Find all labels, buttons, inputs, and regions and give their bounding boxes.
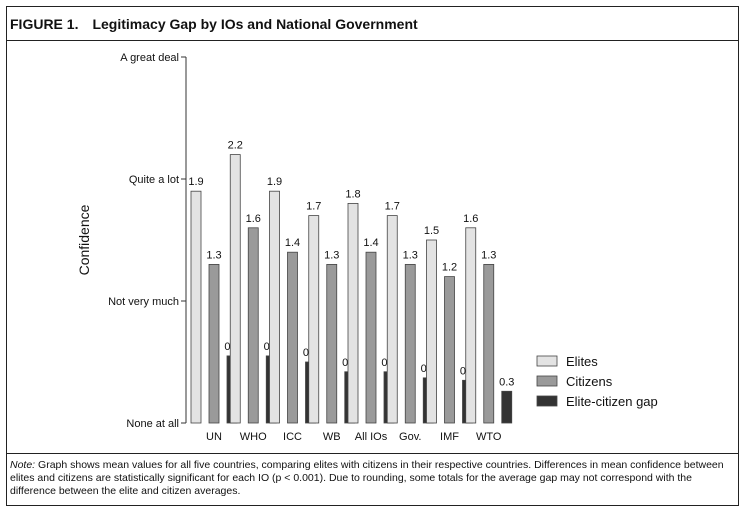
bar-citizens-wto xyxy=(483,263,495,424)
data-label: 1.3 xyxy=(206,249,221,261)
x-tick-label: WHO xyxy=(240,431,267,443)
legend-label: Elite-citizen gap xyxy=(566,394,658,409)
data-label: 1.8 xyxy=(345,188,360,200)
figure-title-text: Legitimacy Gap by IOs and National Gover… xyxy=(92,16,418,32)
y-tick-label: A great deal xyxy=(120,52,179,64)
data-label: 1.9 xyxy=(267,176,282,188)
y-tick-label: Quite a lot xyxy=(129,174,179,186)
figure-note: Note: Graph shows mean values for all fi… xyxy=(10,459,732,498)
chart-legend: Elites Citizens Elite-citizen gap xyxy=(536,354,658,409)
data-label: 1.5 xyxy=(424,225,439,237)
y-tick-label: Not very much xyxy=(108,296,179,308)
data-label: 1.7 xyxy=(306,201,321,213)
chart-bars: 1.91.30.6UN2.21.60.5WHO1.91.40.5ICC1.71.… xyxy=(188,140,514,443)
chart-axes: A great deal Quite a lot Not very much None… xyxy=(76,52,187,430)
x-tick-label: UN xyxy=(206,431,222,443)
bar-elites-wb xyxy=(308,215,320,424)
legend-label: Elites xyxy=(566,354,598,369)
note-lead: Note: xyxy=(10,459,36,471)
bar-citizens-who xyxy=(247,227,259,424)
data-label: 1.2 xyxy=(442,262,457,274)
title-rule xyxy=(7,40,738,41)
bar-elites-icc xyxy=(269,190,280,424)
bar-elites-un xyxy=(190,190,202,424)
x-tick-label: WTO xyxy=(476,431,502,443)
legend-swatch xyxy=(536,375,558,387)
bar-elites-allios xyxy=(347,202,359,424)
bar-citizens-wb xyxy=(326,263,338,424)
data-label: 1.4 xyxy=(285,237,300,249)
bar-citizens-icc xyxy=(287,251,298,424)
data-label: 1.7 xyxy=(385,201,400,213)
note-rule xyxy=(7,453,738,454)
bar-elites-gov xyxy=(386,215,398,424)
legend-label: Citizens xyxy=(566,374,613,389)
y-axis-title: Confidence xyxy=(76,204,92,275)
data-label: 1.4 xyxy=(363,237,378,249)
figure-title: FIGURE 1. Legitimacy Gap by IOs and Natio… xyxy=(10,16,418,32)
x-tick-label: Gov. xyxy=(399,431,421,443)
x-tick-label: ICC xyxy=(283,431,302,443)
data-label: 1.3 xyxy=(481,249,496,261)
x-tick-label: IMF xyxy=(440,431,459,443)
bar-citizens-gov xyxy=(404,263,416,424)
bar-elites-who xyxy=(229,154,241,424)
x-tick-label: All IOs xyxy=(355,431,388,443)
data-label: 1.6 xyxy=(246,213,261,225)
y-tick-label: None at all xyxy=(126,418,179,430)
x-tick-label: WB xyxy=(323,431,341,443)
data-label: 1.3 xyxy=(324,249,339,261)
bar-citizens-allios xyxy=(365,251,377,424)
figure-frame xyxy=(6,6,739,506)
data-label: 1.9 xyxy=(188,176,203,188)
data-label: 2.2 xyxy=(228,140,243,152)
data-label: 0.3 xyxy=(499,376,514,388)
note-text: Graph shows mean values for all five cou… xyxy=(10,459,724,497)
legend-swatch xyxy=(536,395,558,407)
bar-citizens-un xyxy=(208,263,220,424)
data-label: 1.3 xyxy=(403,249,418,261)
data-label: 1.6 xyxy=(463,213,478,225)
legend-swatch xyxy=(536,355,558,367)
bar-elite-citizen-gap-wto xyxy=(501,390,513,424)
bar-elites-imf xyxy=(426,239,437,424)
bar-elites-wto xyxy=(465,227,477,424)
figure-number: FIGURE 1. xyxy=(10,16,79,32)
bar-citizens-imf xyxy=(444,276,455,424)
